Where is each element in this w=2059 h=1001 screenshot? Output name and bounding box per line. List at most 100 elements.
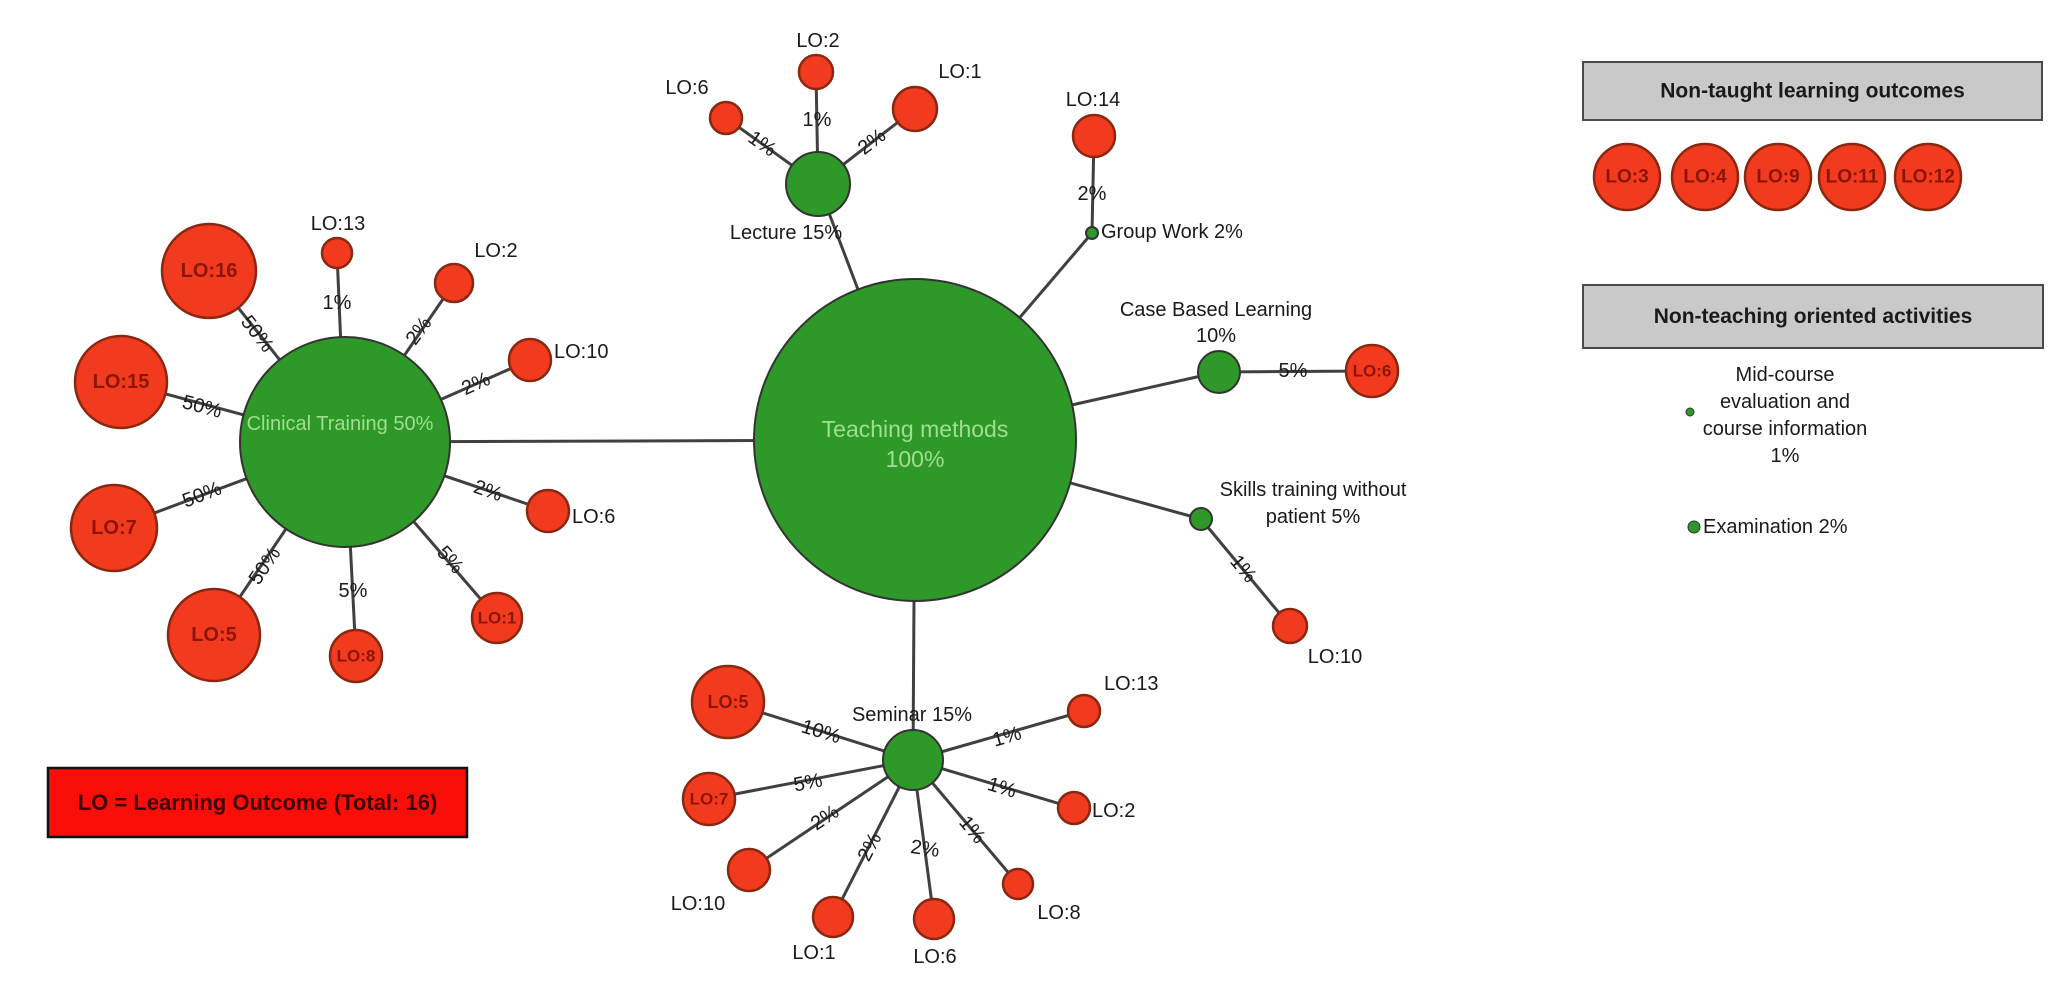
panel-header-title-0: Non-taught learning outcomes [1660,80,1965,103]
lo-node-circle [891,85,939,133]
edge-weight-label: 50% [179,477,224,512]
lo-node-circle [912,897,956,941]
lo-label: LO:4 [1683,167,1727,188]
lo-node-circle [166,587,262,683]
method-label-clinical-training: Clinical Training 50% [247,413,434,435]
lo-node-circle [726,847,772,893]
legend-box [46,766,469,839]
lo-label: LO:3 [1605,167,1648,188]
lo-node-circle [811,895,855,939]
activity-dot [1685,407,1695,417]
edge-weight-label: 5% [339,580,368,602]
lo-label: LO:8 [337,647,376,666]
lo-label: LO:10 [1308,646,1362,668]
edge-weight-label: 5% [1279,360,1308,382]
lo-node-circle [507,337,553,383]
lo-node-circle [328,628,384,684]
lo-label: LO:8 [1037,902,1080,924]
lo-label: LO:13 [1104,673,1158,695]
legend-label: LO = Learning Outcome (Total: 16) [78,790,438,815]
method-node-lecture [785,151,851,217]
edge-weight-label: 2% [807,801,843,836]
edge-weight-label: 2% [909,836,941,862]
lo-node-circle [1056,790,1092,826]
method-label-seminar: Seminar 15% [852,704,972,726]
lo-node-circle [708,100,744,136]
edge-weight-label: 2% [1078,183,1107,205]
edge-weight-label: 1% [803,109,832,131]
method-label-teaching-methods: 100% [886,446,945,472]
lo-label: LO:1 [478,609,517,628]
lo-label: LO:6 [913,946,956,968]
method-label-lecture: Lecture 15% [730,222,843,244]
non-taught-lo-circle [1893,142,1963,212]
lo-label: LO:1 [938,61,981,83]
lo-label: LO:2 [1092,800,1135,822]
activity-label: 1% [1771,445,1800,467]
lo-label: LO:1 [792,942,835,964]
lo-node-circle [797,53,835,91]
edge-weight-label: 2% [458,368,494,400]
lo-node-circle [690,664,766,740]
lo-label: LO:16 [181,260,238,282]
lo-label: LO:15 [93,371,150,393]
lo-node-circle [320,236,354,270]
method-label-skills-training: patient 5% [1266,506,1361,528]
lo-node-circle [69,483,159,573]
lo-label: LO:14 [1066,89,1120,111]
edge-weight-label: 1% [323,292,352,314]
lo-label: LO:5 [191,624,237,646]
panel-header-title-1: Non-teaching oriented activities [1654,305,1973,328]
lo-label: LO:13 [311,213,365,235]
non-taught-lo-circle [1817,142,1887,212]
lo-label: LO:6 [572,506,615,528]
edge-line [708,758,914,801]
lo-node-circle [160,222,258,320]
edge-line [748,758,914,872]
lo-label: LO:12 [1901,167,1955,188]
lo-node-circle [525,488,571,534]
edge-weight-label: 1% [985,773,1019,803]
method-node-group-work [1085,226,1099,240]
lo-node-circle [1071,113,1117,159]
non-taught-lo-circle [1592,142,1662,212]
non-taught-lo-circle [1743,142,1813,212]
lo-node-circle [433,262,475,304]
method-label-case-based-learning: 10% [1196,325,1236,347]
activity-label: course information [1703,418,1868,440]
panel-header-box-1 [1582,284,2044,349]
activity-label: Examination 2% [1703,516,1848,538]
method-label-skills-training: Skills training without [1220,479,1407,501]
lo-node-circle [681,771,737,827]
edge-weight-label: 2% [471,476,506,506]
method-label-group-work: Group Work 2% [1101,221,1243,243]
activity-dot [1687,520,1701,534]
edge-weight-label: 10% [799,716,844,749]
method-node-seminar [882,729,944,791]
panel-header-box-0 [1582,61,2043,121]
lo-node-circle [470,591,524,645]
lo-label: LO:7 [690,790,729,809]
lo-label: LO:2 [796,30,839,52]
lo-label: LO:11 [1826,167,1879,188]
edge-weight-label: 1% [990,722,1024,751]
lo-label: LO:2 [474,240,517,262]
lo-label: LO:10 [554,341,608,363]
method-node-clinical-training [239,336,451,548]
lo-label: LO:6 [1353,362,1392,381]
method-label-teaching-methods: Teaching methods [822,416,1009,442]
activity-label: Mid-course [1736,364,1835,386]
lo-node-circle [73,334,169,430]
edge-weight-label: 2% [854,124,890,159]
non-taught-lo-circle [1670,142,1740,212]
lo-label: LO:7 [91,517,137,539]
lo-node-circle [1271,607,1309,645]
edge-weight-label: 50% [180,391,225,423]
edge-line [1199,518,1292,627]
edge-weight-label: 2% [854,829,887,865]
method-label-case-based-learning: Case Based Learning [1120,299,1312,321]
activity-label: evaluation and [1720,391,1850,413]
lo-label: LO:10 [671,893,725,915]
